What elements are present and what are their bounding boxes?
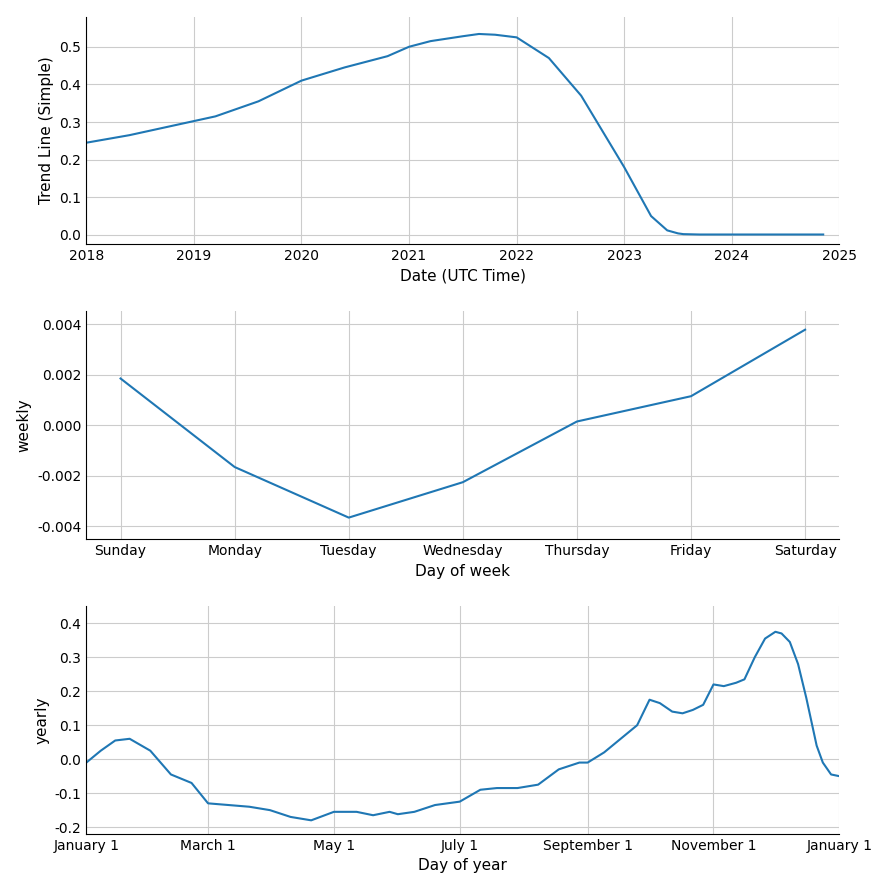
Y-axis label: Trend Line (Simple): Trend Line (Simple) <box>39 57 54 205</box>
X-axis label: Day of week: Day of week <box>415 563 510 578</box>
Y-axis label: weekly: weekly <box>17 399 32 452</box>
X-axis label: Date (UTC Time): Date (UTC Time) <box>400 269 525 284</box>
Y-axis label: yearly: yearly <box>34 696 49 744</box>
X-axis label: Day of year: Day of year <box>419 858 508 873</box>
